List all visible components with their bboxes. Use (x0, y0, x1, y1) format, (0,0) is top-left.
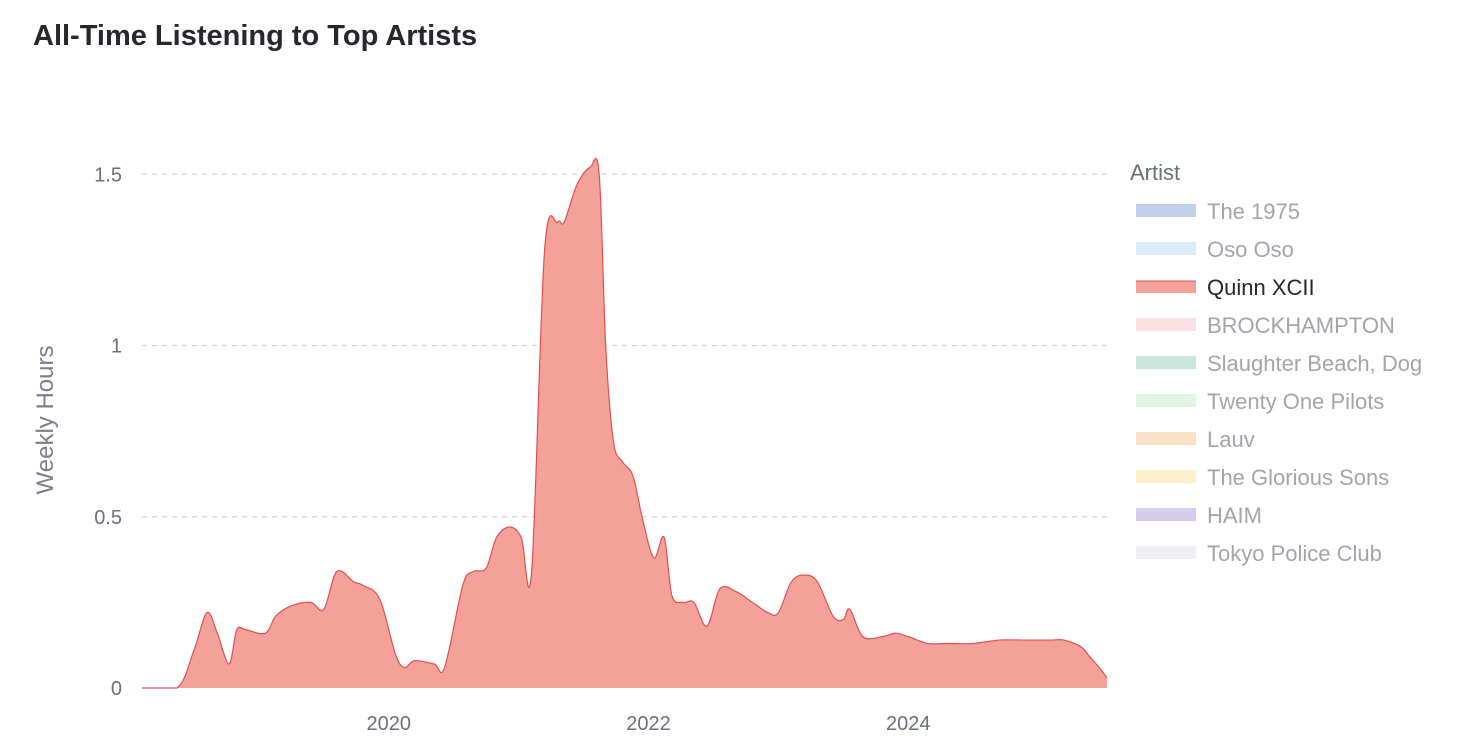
x-tick-label: 2020 (367, 713, 412, 735)
legend-item-haim[interactable]: HAIM (1136, 503, 1262, 528)
legend-label: HAIM (1207, 503, 1262, 528)
legend-swatch (1136, 357, 1196, 369)
legend-swatch (1136, 433, 1196, 445)
legend-swatch (1136, 205, 1196, 217)
legend-swatch (1136, 471, 1196, 483)
area-line-quinn-xcii (141, 157, 1108, 689)
x-axis-ticks: 2020 2022 2024 (367, 713, 931, 735)
legend-label: Oso Oso (1207, 237, 1294, 262)
legend-swatch (1136, 243, 1196, 255)
legend-label: BROCKHAMPTON (1207, 313, 1395, 338)
y-axis-ticks: 0 0.5 1 1.5 (94, 164, 122, 700)
y-tick-label: 1.5 (94, 164, 122, 186)
legend-title: Artist (1130, 160, 1180, 185)
legend-swatch (1136, 395, 1196, 407)
legend-item-the-glorious-sons[interactable]: The Glorious Sons (1136, 465, 1389, 490)
y-tick-label: 1 (111, 336, 122, 358)
legend-item-oso-oso[interactable]: Oso Oso (1136, 237, 1294, 262)
x-tick-label: 2022 (626, 713, 671, 735)
y-tick-label: 0.5 (94, 507, 122, 529)
legend-label: Quinn XCII (1207, 275, 1315, 300)
legend-item-tokyo-police-club[interactable]: Tokyo Police Club (1136, 541, 1382, 566)
legend-item-lauv[interactable]: Lauv (1136, 427, 1255, 452)
legend: Artist The 1975 Oso Oso Quinn XCII BROCKHAMP… (1130, 160, 1422, 566)
legend-label: Lauv (1207, 427, 1255, 452)
legend-swatch (1136, 281, 1196, 293)
area-series (141, 157, 1108, 689)
legend-item-the-1975[interactable]: The 1975 (1136, 199, 1300, 224)
legend-item-twenty-one-pilots[interactable]: Twenty One Pilots (1136, 389, 1384, 414)
legend-label: Slaughter Beach, Dog (1207, 351, 1422, 376)
legend-swatch (1136, 547, 1196, 559)
legend-label: Tokyo Police Club (1207, 541, 1382, 566)
legend-item-quinn-xcii[interactable]: Quinn XCII (1136, 275, 1315, 300)
legend-item-brockhampton[interactable]: BROCKHAMPTON (1136, 313, 1395, 338)
y-tick-label: 0 (111, 678, 122, 700)
y-axis-label: Weekly Hours (32, 346, 59, 495)
legend-label: Twenty One Pilots (1207, 389, 1384, 414)
legend-label: The Glorious Sons (1207, 465, 1389, 490)
chart-title: All-Time Listening to Top Artists (33, 20, 478, 52)
legend-label: The 1975 (1207, 199, 1300, 224)
legend-swatch (1136, 509, 1196, 521)
x-tick-label: 2024 (886, 713, 931, 735)
legend-item-slaughter-beach-dog[interactable]: Slaughter Beach, Dog (1136, 351, 1422, 376)
legend-swatch (1136, 319, 1196, 331)
area-fill-quinn-xcii[interactable] (142, 158, 1107, 688)
